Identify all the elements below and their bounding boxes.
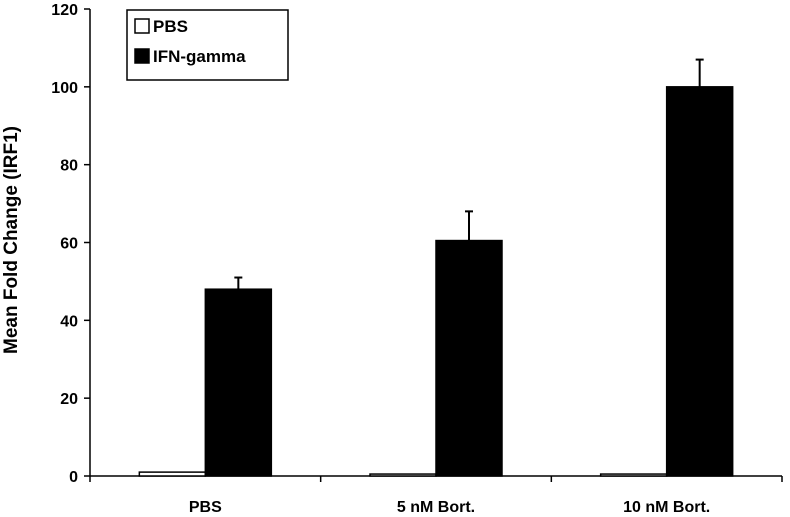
y-tick-label: 100 — [51, 80, 78, 97]
bar-ifn-gamma-0 — [204, 288, 273, 477]
y-tick-label: 0 — [69, 469, 78, 486]
y-tick-label: 20 — [60, 391, 78, 408]
legend-label: PBS — [153, 17, 188, 36]
bar-ifn-gamma-1 — [435, 239, 503, 477]
x-tick-label: PBS — [189, 499, 222, 516]
y-axis-label: Mean Fold Change (IRF1) — [1, 126, 22, 354]
y-axis: 0 20 40 60 80 100 120 — [51, 2, 91, 486]
bars — [138, 86, 734, 477]
legend-swatch — [134, 18, 150, 34]
bar-ifn-gamma-2 — [665, 86, 734, 477]
y-tick-label: 60 — [60, 236, 78, 253]
bar-pbs-0 — [138, 471, 207, 477]
bar-pbs-2 — [599, 473, 668, 477]
legend-box — [126, 9, 289, 81]
legend: PBS IFN-gamma — [126, 9, 289, 81]
x-axis: PBS 5 nM Bort. 10 nM Bort. — [89, 475, 783, 516]
bar-pbs-1 — [369, 473, 437, 477]
y-tick-label: 120 — [51, 2, 78, 19]
x-tick-label: 10 nM Bort. — [623, 499, 710, 516]
y-tick-label: 40 — [60, 313, 78, 330]
legend-swatch — [134, 48, 150, 64]
error-bars — [234, 58, 704, 290]
y-tick-label: 80 — [60, 158, 78, 175]
legend-label: IFN-gamma — [153, 47, 246, 66]
x-tick-label: 5 nM Bort. — [397, 499, 475, 516]
